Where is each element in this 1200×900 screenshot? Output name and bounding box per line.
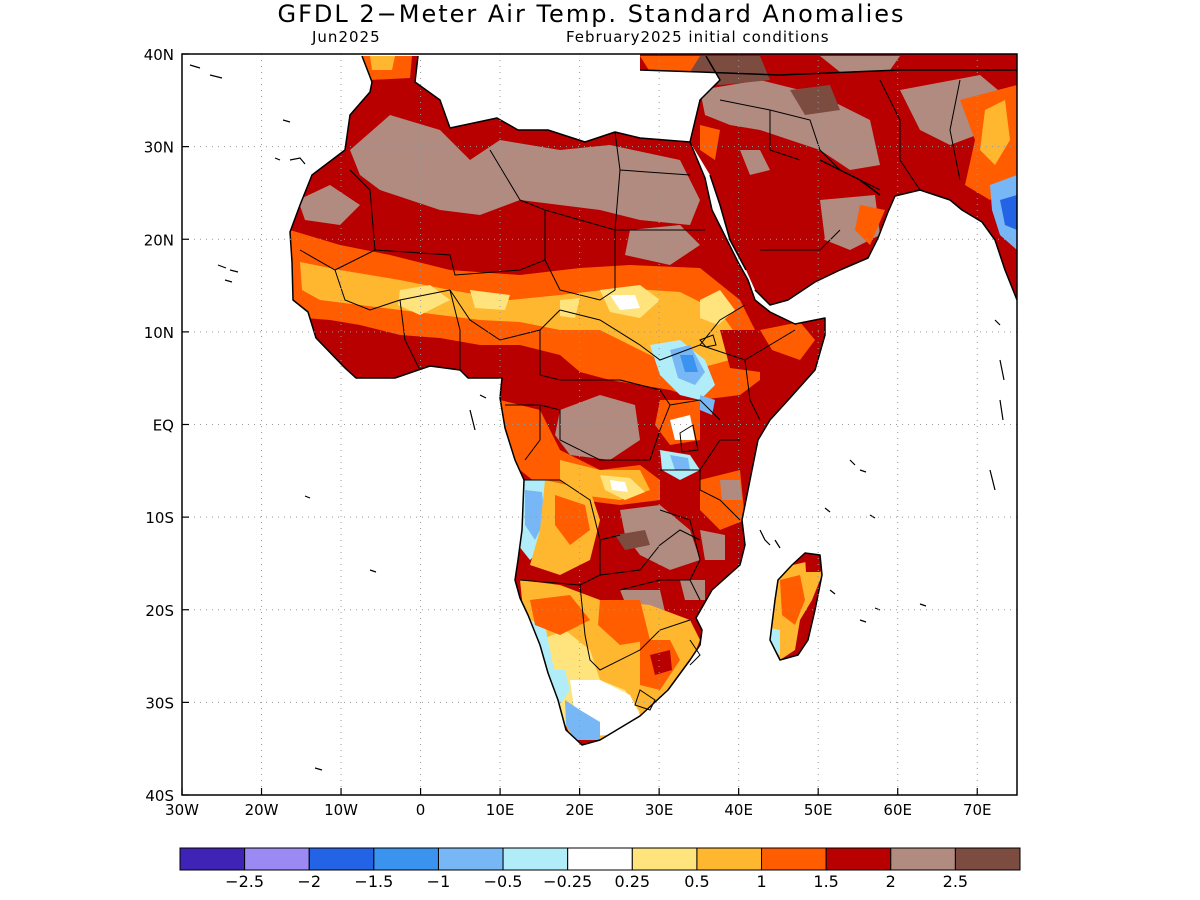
- small-islands: [189, 64, 1005, 771]
- x-tick-label: 60E: [883, 801, 912, 819]
- colorbar-label: −1: [426, 872, 451, 891]
- x-tick-label: 50E: [804, 801, 833, 819]
- colorbar-label: −0.5: [483, 872, 523, 891]
- map-title: GFDL 2−Meter Air Temp. Standard Anomalie…: [277, 0, 906, 28]
- y-tick-label: EQ: [153, 417, 174, 435]
- x-tick-label: 30W: [165, 801, 199, 819]
- x-tick-label: 30E: [645, 801, 674, 819]
- colorbar-label: −2.5: [225, 872, 265, 891]
- colorbar-swatch: [696, 847, 763, 871]
- valid-month-label: Jun2025: [312, 28, 381, 46]
- x-axis: 30W 20W 10W 0 10E 20E 30E 40E 50E 60E 70E: [165, 788, 992, 819]
- colorbar-label: 1.5: [813, 872, 839, 891]
- colorbar-label: 0.5: [684, 872, 710, 891]
- colorbar-swatch: [761, 847, 827, 871]
- colorbar-swatch: [954, 847, 1021, 871]
- x-tick-label: 0: [416, 801, 426, 819]
- colorbar-swatch: [437, 847, 504, 871]
- y-axis: 40N 30N 20N 10N EQ 10S 20S 30S 40S: [144, 46, 189, 805]
- colorbar-label: 2.5: [942, 872, 969, 891]
- x-tick-label: 40E: [724, 801, 753, 819]
- y-tick-label: 10N: [144, 324, 174, 342]
- x-tick-label: 20W: [245, 801, 279, 819]
- x-tick-label: 70E: [963, 801, 992, 819]
- colorbar-label: 2: [885, 872, 896, 891]
- x-tick-label: 10E: [486, 801, 515, 819]
- colorbar: [179, 847, 1021, 871]
- colorbar-swatch: [890, 847, 956, 871]
- y-tick-label: 10S: [145, 509, 174, 527]
- y-tick-label: 40S: [145, 787, 174, 805]
- x-tick-label: 10W: [324, 801, 358, 819]
- colorbar-swatch: [373, 847, 439, 871]
- colorbar-label: 1: [756, 872, 767, 891]
- colorbar-swatch: [244, 847, 310, 871]
- colorbar-swatch: [308, 847, 375, 871]
- colorbar-swatch: [502, 847, 569, 871]
- initial-conditions-label: February2025 initial conditions: [566, 28, 830, 46]
- colorbar-swatch: [179, 847, 246, 871]
- x-tick-label: 20E: [565, 801, 594, 819]
- y-tick-label: 20S: [145, 602, 174, 620]
- y-tick-label: 30S: [145, 694, 174, 712]
- colorbar-swatch: [825, 847, 892, 871]
- colorbar-label: −0.25: [543, 872, 593, 891]
- colorbar-label: −1.5: [354, 872, 394, 891]
- colorbar-swatch: [567, 847, 633, 871]
- y-tick-label: 20N: [144, 231, 174, 249]
- y-tick-label: 30N: [144, 139, 174, 157]
- y-tick-label: 40N: [144, 46, 174, 64]
- colorbar-label: −2: [297, 872, 322, 891]
- colorbar-label: 0.25: [614, 872, 651, 891]
- colorbar-swatch: [631, 847, 698, 871]
